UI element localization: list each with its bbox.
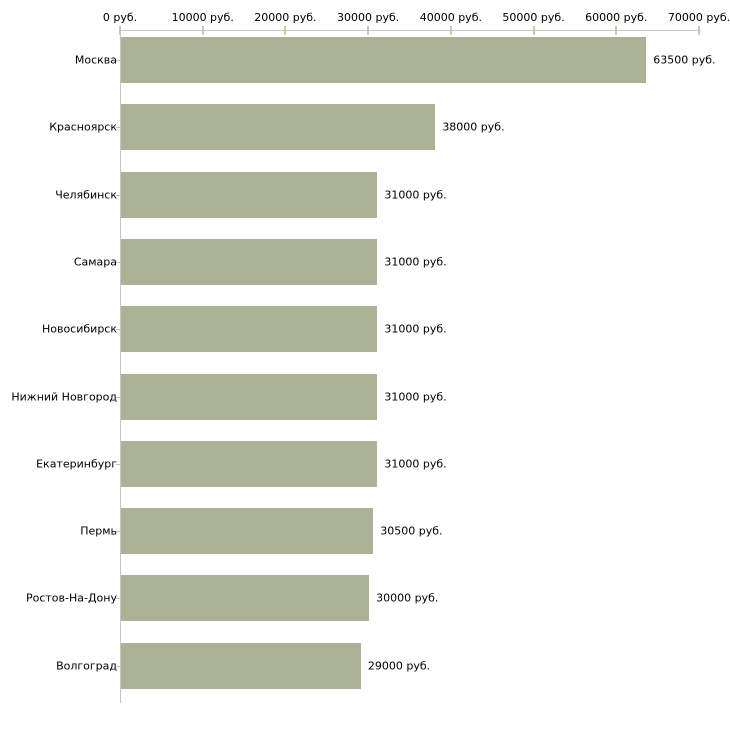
category-label: Нижний Новгород <box>11 390 117 403</box>
y-axis-tick-mark <box>116 598 120 600</box>
y-axis-tick-mark <box>116 329 120 331</box>
bar <box>121 104 436 151</box>
category-label: Самара <box>73 255 117 269</box>
bar <box>121 373 378 420</box>
x-axis-tick-label: 60000 руб. <box>585 11 648 24</box>
x-axis-tick-label: 50000 руб. <box>502 11 565 24</box>
bar <box>121 238 378 285</box>
bar <box>121 37 647 83</box>
value-label: 30500 руб. <box>380 524 443 538</box>
category-label: Екатеринбург <box>36 457 117 471</box>
category-label: Волгоград <box>56 659 117 673</box>
y-axis-tick-mark <box>116 665 120 667</box>
x-axis-line <box>120 30 701 31</box>
x-axis-tick-label: 20000 руб. <box>254 11 317 24</box>
y-axis-tick-mark <box>116 396 120 398</box>
bar <box>121 642 361 689</box>
x-axis-tick-label: 0 руб. <box>102 11 138 24</box>
value-label: 31000 руб. <box>384 188 447 202</box>
y-axis-tick-mark <box>116 194 120 196</box>
bar <box>121 508 374 555</box>
category-label: Ростов-На-Дону <box>25 591 117 605</box>
y-axis-tick-mark <box>116 261 120 263</box>
y-axis-tick-mark <box>116 531 120 533</box>
value-label: 31000 руб. <box>384 322 447 336</box>
x-axis-tick-label: 40000 руб. <box>419 11 482 24</box>
category-label: Красноярск <box>49 120 117 134</box>
value-label: 31000 руб. <box>384 390 447 403</box>
value-label: 30000 руб. <box>376 591 439 605</box>
x-axis-tick-label: 10000 руб. <box>171 11 234 24</box>
y-axis-tick-mark <box>116 60 120 61</box>
y-axis-tick-mark <box>116 127 120 129</box>
bar <box>121 306 378 353</box>
bar <box>121 171 378 218</box>
x-axis-tick-label: 30000 руб. <box>337 11 400 24</box>
bar <box>121 575 370 622</box>
value-label: 29000 руб. <box>367 659 431 673</box>
category-label: Новосибирск <box>41 322 117 336</box>
y-axis-tick-mark <box>116 463 120 465</box>
y-axis-line <box>120 30 121 703</box>
bar <box>121 440 378 487</box>
value-label: 63500 руб. <box>653 53 716 67</box>
x-axis-tick-label: 70000 руб. <box>667 11 730 24</box>
category-label: Москва <box>74 53 117 67</box>
value-label: 31000 руб. <box>384 255 447 269</box>
category-label: Пермь <box>80 524 117 538</box>
category-label: Челябинск <box>55 188 117 202</box>
value-label: 38000 руб. <box>442 120 505 134</box>
value-label: 31000 руб. <box>384 457 447 471</box>
